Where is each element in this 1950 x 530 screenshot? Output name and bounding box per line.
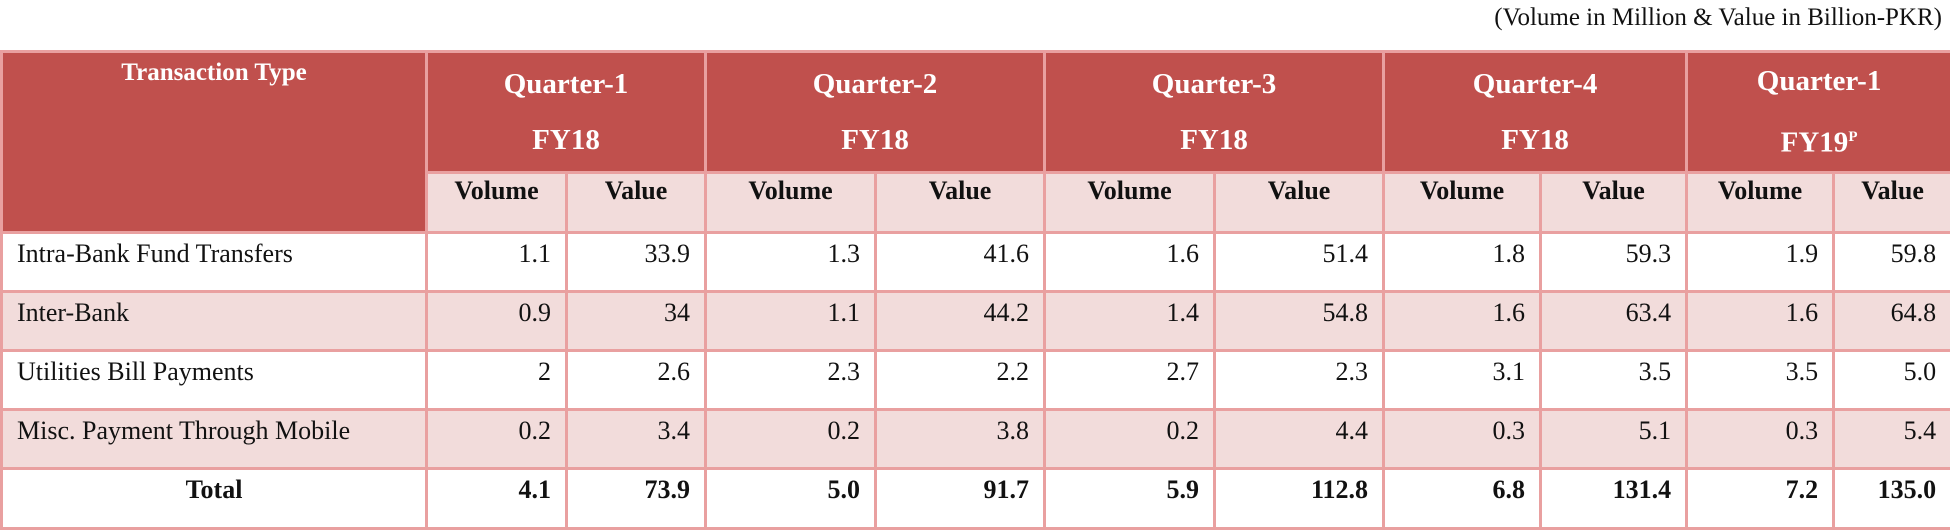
table-cell: 2.3 [706,350,876,409]
total-cell: 73.9 [567,468,706,528]
table-cell: 2.2 [876,350,1045,409]
total-cell: 6.8 [1384,468,1541,528]
table-cell: 54.8 [1215,291,1384,350]
table-cell: 4.4 [1215,409,1384,468]
table-cell: 0.3 [1384,409,1541,468]
table-cell: 1.4 [1045,291,1215,350]
row-label: Misc. Payment Through Mobile [2,409,427,468]
header-value: Value [1541,172,1687,232]
table-cell: 2.3 [1215,350,1384,409]
table-cell: 51.4 [1215,232,1384,291]
total-cell: 7.2 [1687,468,1834,528]
table-cell: 1.6 [1045,232,1215,291]
table-cell: 2.6 [567,350,706,409]
table-cell: 2.7 [1045,350,1215,409]
total-row: Total 4.1 73.9 5.0 91.7 5.9 112.8 6.8 13… [2,468,1950,528]
table-row: Utilities Bill Payments 2 2.6 2.3 2.2 2.… [2,350,1950,409]
table-cell: 2 [427,350,567,409]
unit-note: (Volume in Million & Value in Billion-PK… [1494,4,1942,32]
table-row: Misc. Payment Through Mobile 0.2 3.4 0.2… [2,409,1950,468]
header-value: Value [1215,172,1384,232]
table-cell: 1.6 [1687,291,1834,350]
table-cell: 5.1 [1541,409,1687,468]
table-cell: 41.6 [876,232,1045,291]
header-transaction-type: Transaction Type [2,52,427,233]
total-cell: 91.7 [876,468,1045,528]
table-cell: 1.8 [1384,232,1541,291]
table-cell: 3.8 [876,409,1045,468]
total-cell: 131.4 [1541,468,1687,528]
table-cell: 0.3 [1687,409,1834,468]
table-cell: 1.6 [1384,291,1541,350]
total-label: Total [2,468,427,528]
table-cell: 44.2 [876,291,1045,350]
table-cell: 0.2 [427,409,567,468]
table-cell: 59.8 [1834,232,1950,291]
header-value: Value [567,172,706,232]
table-cell: 5.4 [1834,409,1950,468]
row-label: Inter-Bank [2,291,427,350]
table-cell: 0.2 [706,409,876,468]
header-value: Value [876,172,1045,232]
table-cell: 63.4 [1541,291,1687,350]
table-cell: 3.1 [1384,350,1541,409]
row-label: Intra-Bank Fund Transfers [2,232,427,291]
total-cell: 4.1 [427,468,567,528]
total-cell: 5.0 [706,468,876,528]
table-cell: 5.0 [1834,350,1950,409]
header-volume: Volume [427,172,567,232]
table-cell: 1.9 [1687,232,1834,291]
table-row: Inter-Bank 0.9 34 1.1 44.2 1.4 54.8 1.6 … [2,291,1950,350]
table-cell: 3.5 [1541,350,1687,409]
row-label: Utilities Bill Payments [2,350,427,409]
table-cell: 1.1 [706,291,876,350]
table-row: Intra-Bank Fund Transfers 1.1 33.9 1.3 4… [2,232,1950,291]
table-cell: 33.9 [567,232,706,291]
header-volume: Volume [1687,172,1834,232]
table-cell: 34 [567,291,706,350]
table-cell: 0.2 [1045,409,1215,468]
table-cell: 1.1 [427,232,567,291]
table-cell: 1.3 [706,232,876,291]
table-cell: 59.3 [1541,232,1687,291]
total-cell: 135.0 [1834,468,1950,528]
total-cell: 112.8 [1215,468,1384,528]
table-cell: 3.5 [1687,350,1834,409]
table-cell: 64.8 [1834,291,1950,350]
header-volume: Volume [706,172,876,232]
header-volume: Volume [1384,172,1541,232]
header-volume: Volume [1045,172,1215,232]
header-value: Value [1834,172,1950,232]
table-cell: 3.4 [567,409,706,468]
table-cell: 0.9 [427,291,567,350]
total-cell: 5.9 [1045,468,1215,528]
